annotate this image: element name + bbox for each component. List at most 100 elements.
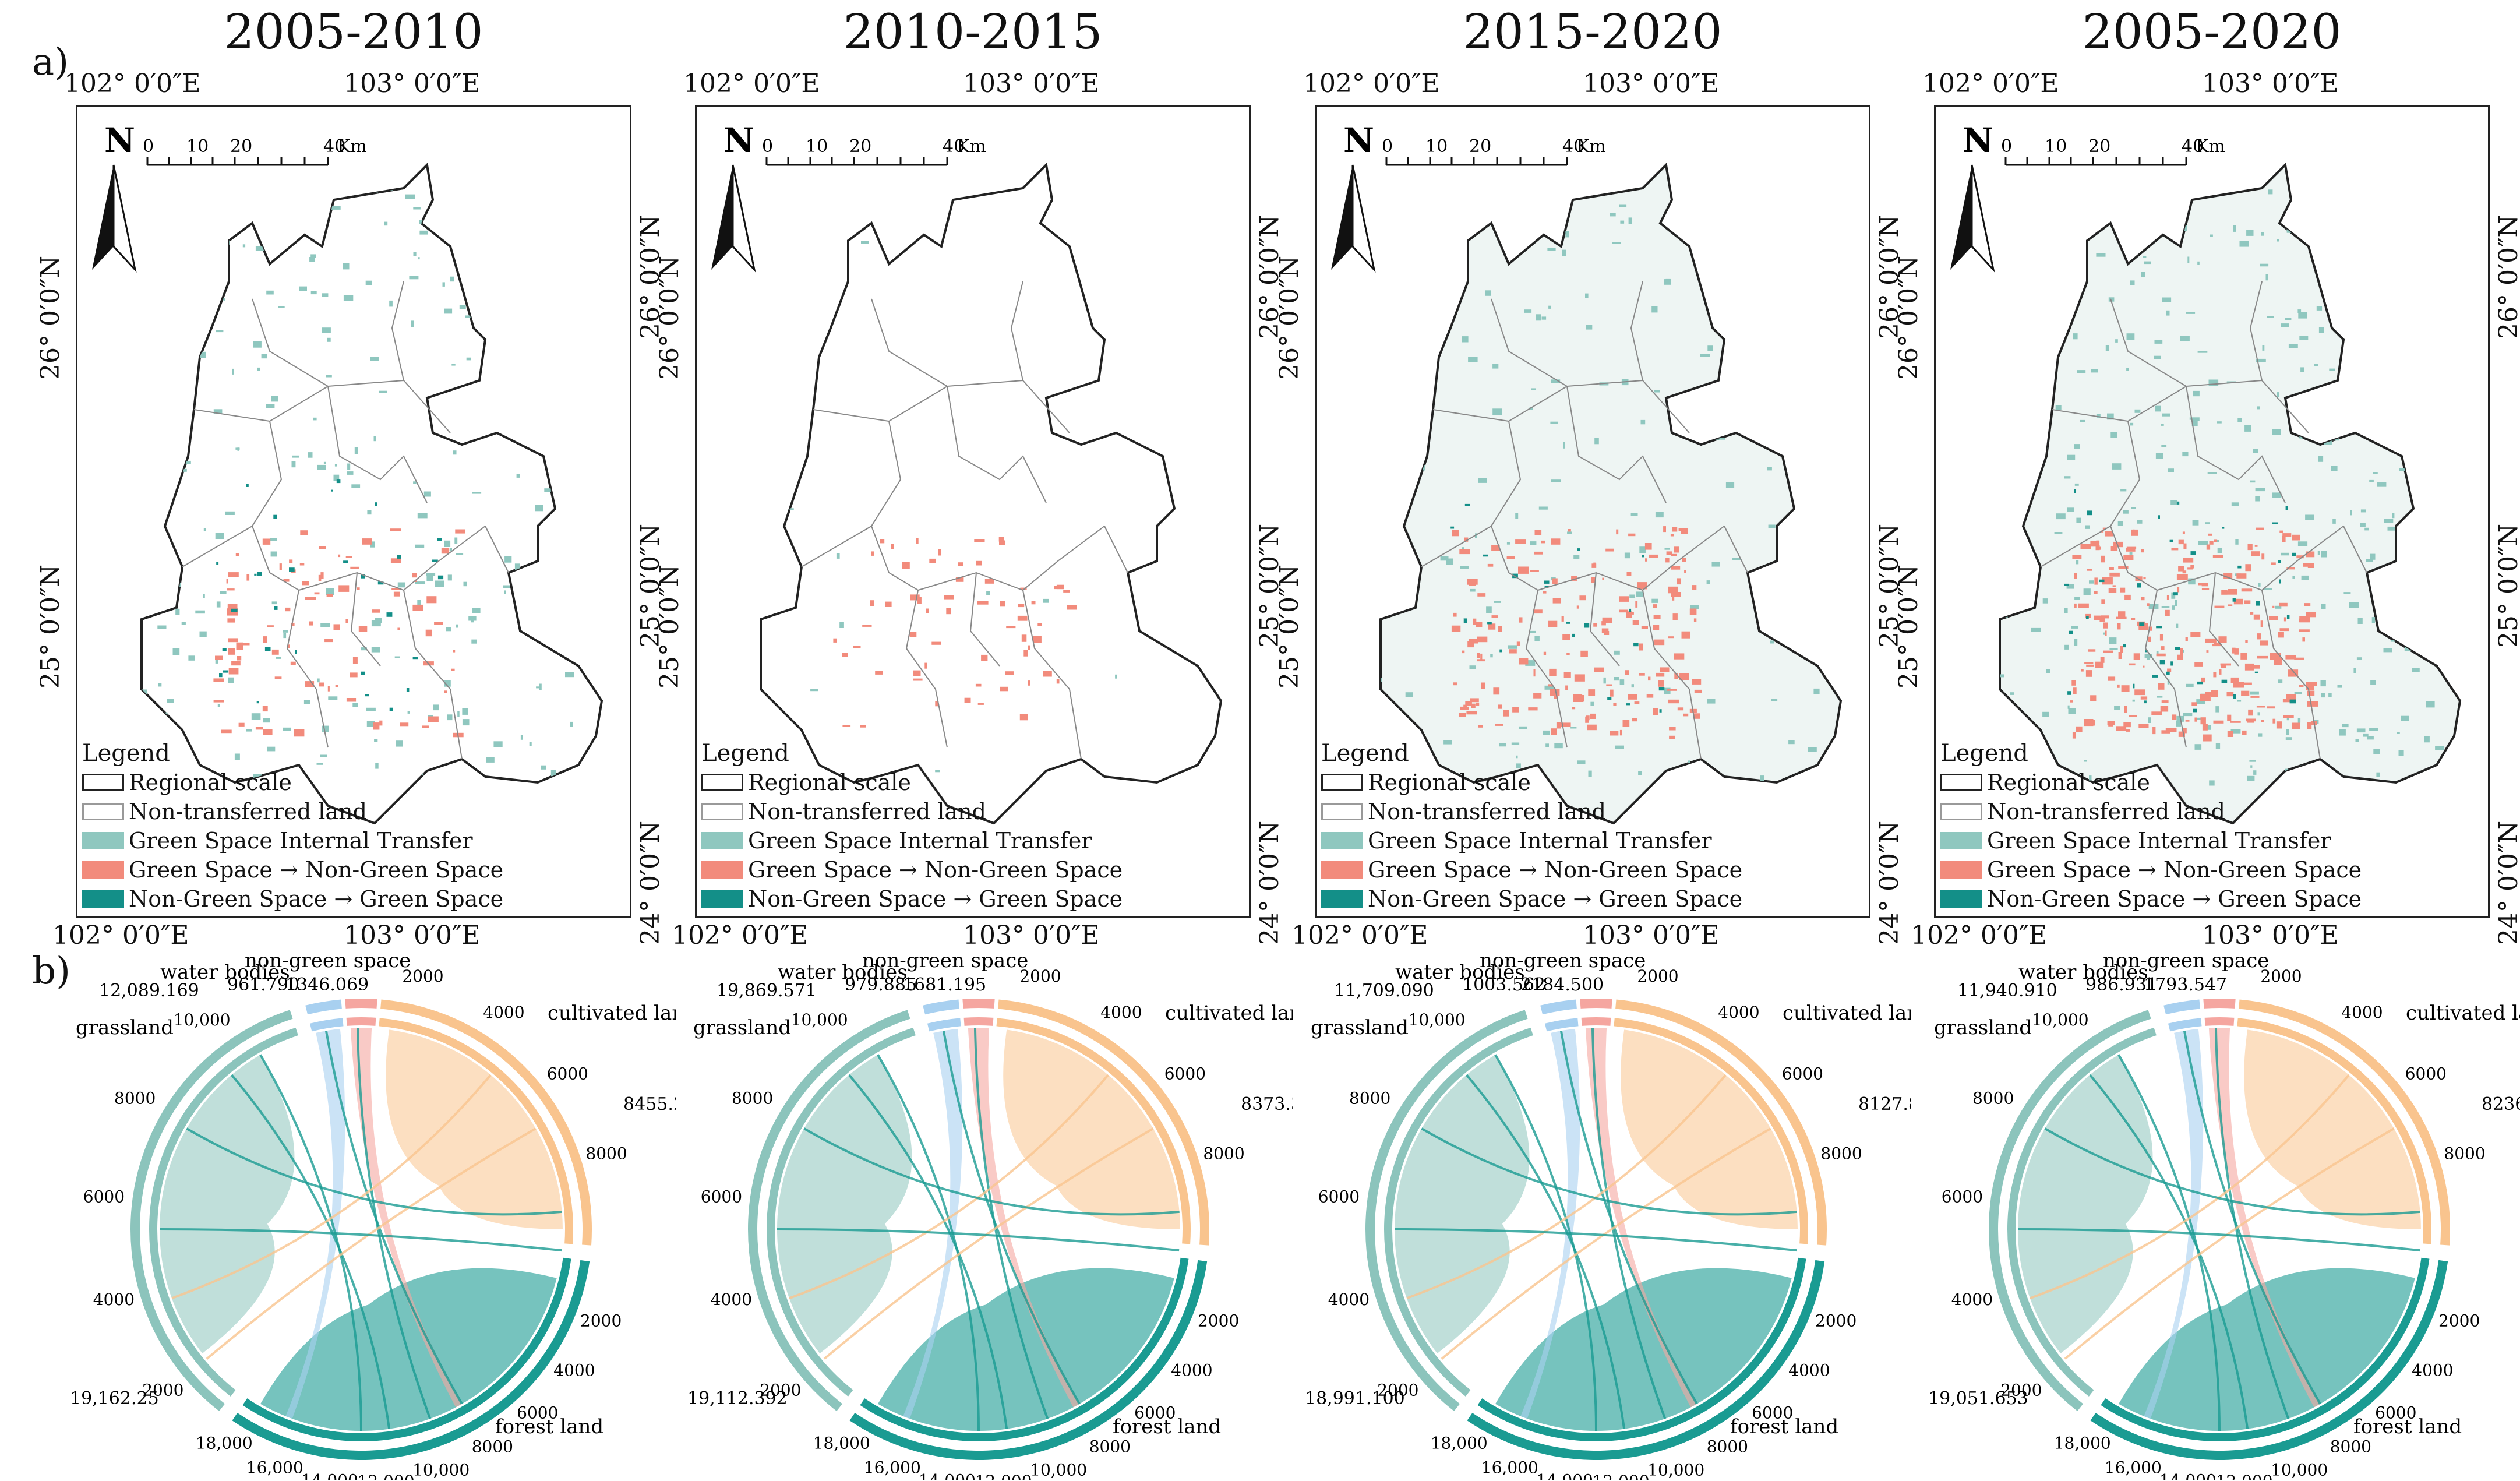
patch	[2130, 422, 2134, 426]
patch	[1651, 598, 1658, 603]
patch	[2027, 227, 2030, 230]
patch	[2170, 661, 2173, 666]
patch	[1473, 618, 1477, 625]
patch	[1674, 546, 1679, 553]
patch	[1515, 539, 1526, 544]
patch	[568, 278, 572, 285]
district-boundary	[350, 572, 381, 667]
patch	[1705, 432, 1715, 438]
patch	[235, 447, 240, 450]
cultivated-tick: 4000	[483, 1003, 524, 1022]
patch	[422, 725, 429, 728]
patch	[2226, 692, 2234, 697]
patch	[1538, 506, 1548, 510]
patch	[564, 260, 569, 267]
patch	[1549, 668, 1557, 676]
patch	[1534, 636, 1540, 641]
patch	[2159, 660, 2165, 665]
patch	[2071, 626, 2078, 629]
patch	[2074, 489, 2076, 493]
map-legend: Legend Regional scale Non-transferred land…	[1940, 739, 2362, 914]
forest-tick: 6000	[517, 1404, 558, 1423]
forest-tick: 8000	[1089, 1437, 1131, 1457]
patch	[1590, 713, 1596, 719]
patch	[2007, 484, 2010, 486]
patch	[2147, 603, 2150, 606]
patch	[294, 729, 305, 737]
patch	[1469, 665, 1476, 669]
patch	[2185, 637, 2188, 641]
patch	[2299, 618, 2304, 622]
patch	[223, 298, 225, 301]
patch	[810, 689, 818, 692]
label-water-bodies: water bodies	[1395, 961, 1525, 984]
patch	[2430, 332, 2434, 337]
patch	[2350, 349, 2357, 355]
patch	[2162, 297, 2172, 302]
grassland-tick: 4000	[1951, 1290, 1993, 1309]
patch	[292, 216, 298, 220]
patch	[2253, 614, 2260, 620]
patch	[2160, 706, 2169, 712]
patch	[2246, 230, 2254, 236]
patch	[2244, 663, 2254, 671]
patch	[2085, 670, 2092, 677]
patch	[343, 263, 350, 270]
patch	[2212, 643, 2222, 647]
patch	[2385, 603, 2388, 607]
flow-line	[1394, 1228, 1797, 1252]
patch	[1707, 345, 1713, 351]
flow-line	[2017, 1228, 2420, 1252]
patch	[504, 556, 512, 563]
patch	[1619, 609, 1628, 613]
patch	[2276, 721, 2282, 729]
patch	[2316, 306, 2323, 311]
patch	[2190, 632, 2201, 637]
patch	[2198, 541, 2208, 545]
patch	[257, 572, 262, 576]
patch	[283, 727, 291, 731]
patch	[2363, 733, 2369, 737]
patch	[2364, 527, 2369, 531]
patch	[228, 638, 238, 643]
patch	[2394, 273, 2401, 276]
patch	[2253, 770, 2257, 775]
patch	[2172, 605, 2175, 610]
legend-item: Non-transferred land	[1321, 797, 1742, 826]
patch	[2086, 664, 2094, 667]
patch	[1031, 601, 1036, 605]
patch	[1771, 699, 1778, 701]
patch	[2191, 702, 2197, 706]
patch	[2427, 585, 2436, 590]
patch	[1477, 636, 1488, 643]
flow-line	[803, 1127, 1180, 1216]
patch	[885, 601, 892, 607]
patch	[228, 572, 239, 577]
patch	[2055, 405, 2062, 410]
patch	[228, 677, 234, 683]
flow-line	[206, 1127, 537, 1360]
patch	[2398, 750, 2404, 756]
district-boundary	[1022, 590, 1082, 760]
flow-line	[2044, 1127, 2420, 1216]
patch	[300, 530, 308, 535]
patch	[1628, 694, 1637, 700]
legend-swatch	[701, 890, 743, 908]
patch	[227, 618, 235, 623]
patch	[2186, 312, 2196, 314]
patch	[1530, 630, 1536, 633]
patch	[453, 200, 462, 206]
patch	[1576, 605, 1579, 609]
patch	[167, 699, 174, 703]
region-outline	[140, 162, 603, 825]
patch	[362, 538, 372, 545]
patch	[1453, 612, 1457, 617]
patch	[510, 311, 520, 313]
patch	[231, 608, 238, 612]
patch	[1459, 713, 1466, 717]
lat-label-24-right: 24° 0′0″N	[1874, 821, 1904, 945]
patch	[1660, 667, 1670, 672]
patch	[871, 551, 874, 556]
patch	[1470, 698, 1479, 703]
patch	[2294, 657, 2304, 660]
